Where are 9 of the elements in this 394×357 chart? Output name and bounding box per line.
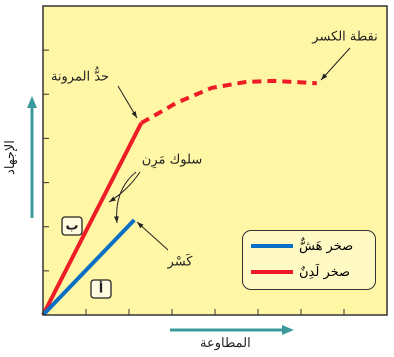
annotation: كَسْر [166, 253, 194, 270]
legend-label: صخر هَشٌّ [299, 238, 354, 254]
annotation: حدُّ المرونة [50, 66, 110, 84]
x-axis-title: المطاوعة [200, 336, 251, 351]
annotation: سلوك مَرِن [142, 152, 202, 169]
legend-label: صخر لَدِنٌ [299, 264, 350, 280]
annotation: ب [65, 218, 79, 234]
y-axis-title: الإجهاد [2, 140, 18, 175]
text: نقطة الكسر [311, 29, 378, 44]
